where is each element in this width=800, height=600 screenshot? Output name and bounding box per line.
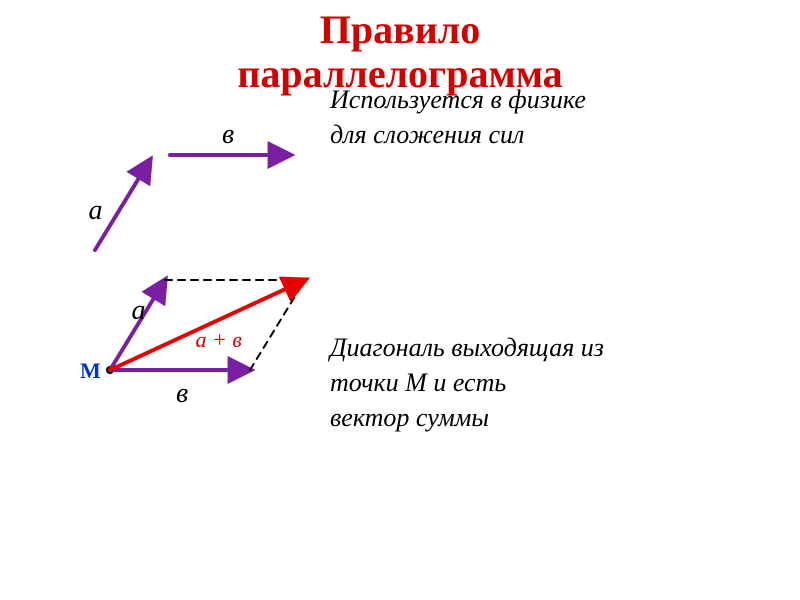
label-b-free: в [222, 119, 234, 151]
free-vector-a [95, 160, 150, 250]
desc2-line2: точки М и есть [330, 365, 604, 400]
desc1-line1: Используется в физике [330, 82, 586, 117]
desc2-line3: вектор суммы [330, 400, 604, 435]
label-b-para: в [176, 378, 188, 410]
description-diagonal: Диагональ выходящая из точки М и есть ве… [330, 330, 604, 435]
label-sum: а + в [196, 327, 242, 353]
description-usage: Используется в физике для сложения сил [330, 82, 586, 152]
desc2-line1: Диагональ выходящая из [330, 330, 604, 365]
label-m: М [80, 358, 101, 384]
stage: Правило параллелограмма а в а в [0, 0, 800, 600]
label-a-free: а [89, 195, 103, 227]
desc1-line2: для сложения сил [330, 117, 586, 152]
label-a-para: а [132, 295, 146, 327]
